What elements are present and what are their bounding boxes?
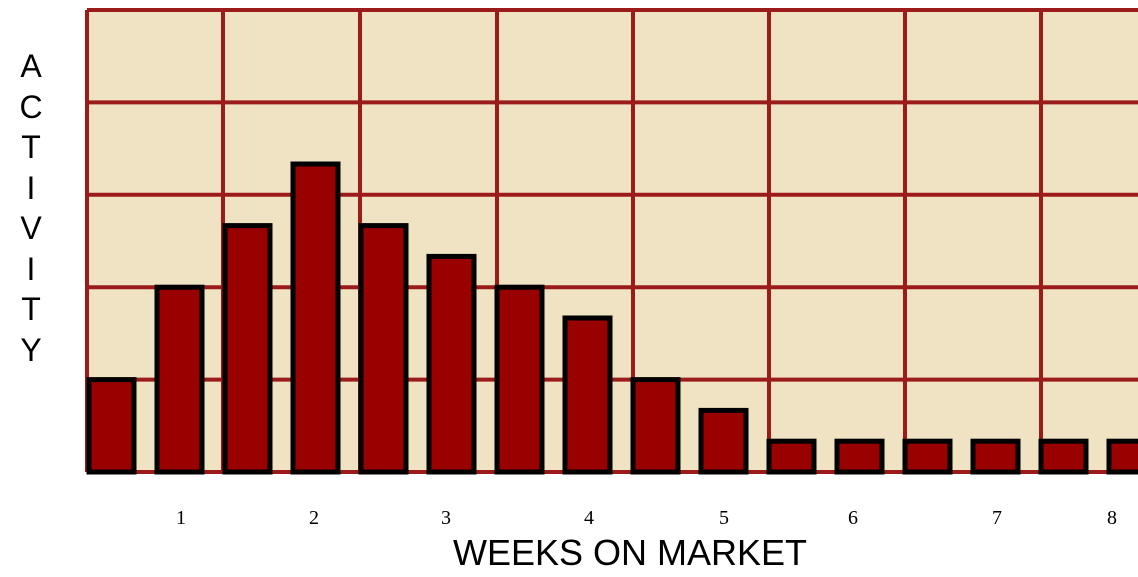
- bar-4: [290, 161, 341, 475]
- bars: [86, 161, 1138, 475]
- bar-13: [902, 438, 953, 475]
- bar-16: [1106, 438, 1138, 475]
- x-tick-label-6: 6: [848, 507, 858, 529]
- bar-10: [698, 407, 749, 475]
- y-axis-label-letter: C: [19, 88, 43, 125]
- y-axis-label-letter: A: [20, 48, 42, 84]
- x-tick-label-8: 8: [1107, 507, 1117, 529]
- bar-1: [86, 377, 137, 475]
- bar-14: [970, 438, 1021, 475]
- bar-7: [494, 284, 545, 475]
- bar-12: [834, 438, 885, 475]
- x-tick-label-1: 1: [176, 507, 186, 529]
- y-axis-label-letter: I: [26, 169, 36, 206]
- y-axis-label-letter: T: [21, 129, 41, 165]
- y-axis-label-letter: I: [26, 250, 36, 287]
- y-axis-label-letter: V: [20, 210, 42, 246]
- bar-8: [562, 315, 613, 475]
- y-axis-label-letter: T: [21, 291, 41, 327]
- bar-6: [426, 253, 477, 475]
- bar-15: [1038, 438, 1089, 475]
- x-tick-labels: 1 2 3 4 5 6 7 8: [176, 507, 1117, 529]
- x-tick-label-4: 4: [584, 507, 594, 529]
- x-tick-label-5: 5: [719, 507, 729, 529]
- bar-5: [358, 223, 409, 475]
- bar-2: [154, 284, 205, 475]
- x-tick-label-2: 2: [309, 507, 319, 529]
- y-axis-label-letter: Y: [20, 331, 42, 368]
- bar-9: [630, 377, 681, 475]
- bar-3: [222, 223, 273, 475]
- x-tick-label-3: 3: [441, 507, 451, 529]
- bar-11: [766, 438, 817, 475]
- x-tick-label-7: 7: [992, 507, 1002, 529]
- x-axis-label: WEEKS ON MARKET: [452, 532, 808, 573]
